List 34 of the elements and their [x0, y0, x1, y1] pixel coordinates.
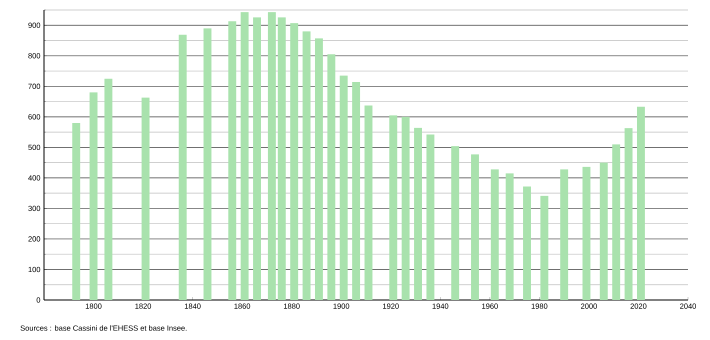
bar	[451, 146, 460, 300]
bar	[178, 34, 187, 300]
bar	[278, 17, 286, 300]
bar	[142, 98, 150, 300]
bar	[612, 144, 620, 300]
bar	[228, 21, 236, 300]
bar	[72, 122, 80, 300]
bar	[540, 196, 548, 300]
bar	[253, 17, 261, 300]
bar	[506, 173, 514, 300]
bar	[414, 128, 422, 300]
bar	[523, 186, 531, 300]
bar	[290, 23, 298, 300]
bar	[340, 76, 348, 300]
bar	[582, 166, 590, 300]
bar	[204, 28, 212, 300]
bar	[268, 12, 276, 300]
bar	[402, 116, 410, 300]
bar	[560, 169, 568, 300]
bar	[600, 162, 608, 300]
bar	[426, 134, 434, 300]
bar	[471, 154, 479, 300]
bar	[624, 128, 633, 300]
bar	[636, 106, 645, 300]
bar	[327, 54, 336, 300]
bar	[104, 78, 112, 300]
bar	[364, 106, 372, 300]
bar	[302, 31, 311, 300]
bar	[490, 169, 499, 300]
bar	[389, 115, 398, 300]
bar	[352, 82, 360, 300]
bar	[90, 92, 98, 300]
bar	[240, 12, 249, 300]
bar	[314, 38, 323, 300]
